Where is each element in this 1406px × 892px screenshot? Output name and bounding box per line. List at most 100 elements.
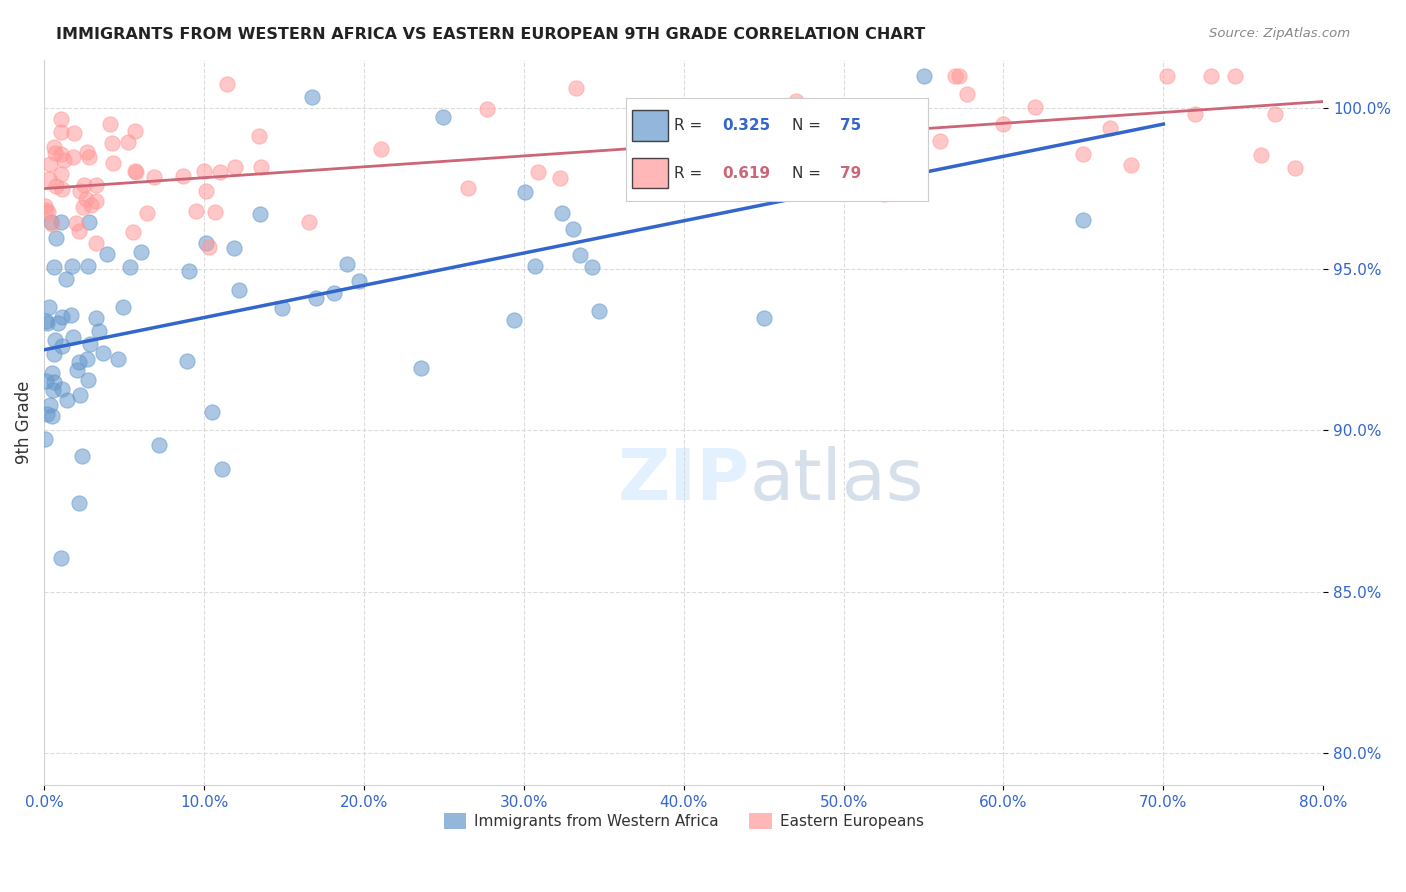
Point	[1264, 107, 1286, 121]
Point	[41, 366, 63, 380]
Point	[67, 224, 90, 238]
Point	[73, 178, 96, 192]
Point	[250, 161, 273, 175]
Point	[298, 215, 321, 229]
Point	[51, 125, 73, 139]
Legend: Immigrants from Western Africa, Eastern Europeans: Immigrants from Western Africa, Eastern …	[437, 807, 929, 836]
Point	[561, 222, 583, 236]
Point	[249, 207, 271, 221]
Point	[35, 316, 58, 330]
Point	[129, 244, 152, 259]
Point	[80, 198, 103, 212]
Point	[172, 169, 194, 183]
Point	[863, 124, 886, 138]
Point	[91, 346, 114, 360]
Point	[49, 112, 72, 127]
Point	[77, 259, 100, 273]
Point	[1223, 69, 1246, 83]
Point	[195, 184, 218, 198]
Point	[228, 283, 250, 297]
Point	[912, 69, 935, 83]
Point	[84, 311, 107, 326]
Point	[1073, 213, 1095, 227]
Point	[49, 146, 72, 161]
Point	[84, 178, 107, 192]
Point	[98, 117, 121, 131]
Point	[44, 145, 66, 160]
Point	[526, 165, 548, 179]
Point	[929, 134, 952, 148]
Text: N =: N =	[792, 166, 825, 180]
Point	[948, 69, 970, 83]
Point	[37, 204, 59, 219]
Point	[37, 407, 59, 421]
Point	[301, 90, 323, 104]
Point	[136, 206, 159, 220]
Point	[943, 69, 966, 83]
Point	[48, 316, 70, 330]
Point	[148, 437, 170, 451]
Point	[42, 346, 65, 360]
FancyBboxPatch shape	[631, 158, 668, 188]
Point	[1024, 99, 1046, 113]
Point	[107, 351, 129, 366]
Text: ZIP: ZIP	[617, 446, 749, 515]
Point	[117, 135, 139, 149]
Point	[52, 153, 75, 167]
Point	[122, 225, 145, 239]
Point	[34, 432, 56, 446]
Point	[752, 310, 775, 325]
Point	[89, 324, 111, 338]
Point	[44, 140, 66, 154]
Point	[77, 372, 100, 386]
Point	[41, 409, 63, 423]
Point	[409, 361, 432, 376]
Point	[34, 199, 56, 213]
Point	[1284, 161, 1306, 175]
FancyBboxPatch shape	[631, 111, 668, 141]
Point	[1073, 147, 1095, 161]
Point	[208, 164, 231, 178]
Point	[305, 291, 328, 305]
Text: 79: 79	[841, 166, 862, 180]
Y-axis label: 9th Grade: 9th Grade	[15, 381, 32, 464]
Text: atlas: atlas	[749, 446, 924, 515]
Point	[956, 87, 979, 101]
Point	[39, 157, 62, 171]
Point	[176, 354, 198, 368]
Point	[45, 231, 67, 245]
Point	[513, 186, 536, 200]
Point	[217, 77, 239, 91]
Point	[101, 136, 124, 150]
Point	[201, 405, 224, 419]
Point	[588, 304, 610, 318]
Text: N =: N =	[792, 119, 825, 133]
Point	[993, 117, 1015, 131]
Point	[193, 164, 215, 178]
Point	[35, 203, 58, 218]
Point	[271, 301, 294, 315]
Point	[66, 362, 89, 376]
Point	[222, 241, 245, 255]
Text: 0.325: 0.325	[723, 119, 770, 133]
Point	[1184, 107, 1206, 121]
Point	[49, 215, 72, 229]
Point	[1156, 69, 1178, 83]
Point	[42, 375, 65, 389]
Point	[796, 117, 818, 131]
Point	[457, 181, 479, 195]
Point	[39, 215, 62, 229]
Point	[45, 178, 67, 193]
Point	[872, 186, 894, 201]
Point	[524, 259, 547, 273]
Point	[143, 170, 166, 185]
Text: R =: R =	[673, 166, 707, 180]
Point	[84, 236, 107, 251]
Point	[124, 124, 146, 138]
Point	[349, 274, 371, 288]
Point	[785, 94, 807, 108]
Point	[432, 111, 454, 125]
Point	[124, 163, 146, 178]
Point	[336, 258, 359, 272]
Point	[39, 398, 62, 412]
